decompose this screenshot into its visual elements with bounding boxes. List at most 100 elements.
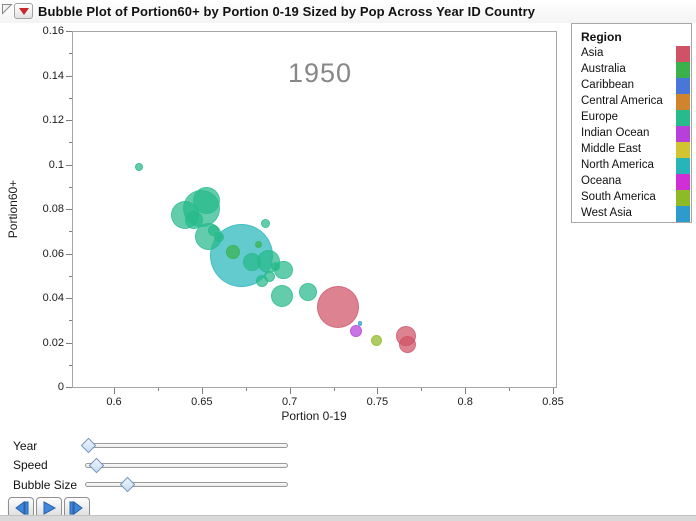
step-forward-icon [69,501,83,515]
legend-item[interactable]: Oceana [572,174,691,190]
bubble-asia[interactable] [398,336,416,353]
legend-item-label: Australia [581,63,626,75]
legend-color-swatch [676,46,690,62]
y-axis-tick [66,298,72,299]
step-back-icon [15,501,29,515]
play-icon [43,501,57,515]
bubble-europe[interactable] [208,225,220,237]
legend-item[interactable]: Indian Ocean [572,126,691,142]
x-axis-tick-label: 0.6 [106,396,122,408]
y-axis-tick [66,387,72,388]
y-axis-tick [66,75,72,77]
bubble-plot-area[interactable] [72,31,557,388]
y-axis-tick [66,120,72,121]
x-axis-tick-label: 0.85 [542,396,564,408]
x-axis-minor-tick [157,388,159,391]
x-axis-minor-tick [509,388,511,391]
legend-item-label: Indian Ocean [581,127,650,139]
bubble-europe[interactable] [264,271,276,283]
legend-color-swatch [676,190,690,206]
y-axis-tick [66,209,72,210]
legend-color-swatch [676,158,690,174]
x-axis-tick [465,388,467,394]
disclosure-triangle-icon[interactable] [1,3,13,15]
legend-item[interactable]: South America [572,190,691,206]
legend-item[interactable]: North America [572,158,691,174]
speed-slider-thumb[interactable] [88,457,104,474]
legend-item[interactable]: West Asia [572,206,691,222]
year-slider-thumb[interactable] [80,437,97,454]
year-slider[interactable] [80,437,288,454]
legend-item[interactable]: Australia [572,62,691,78]
legend-color-swatch [676,206,690,222]
legend-item[interactable]: Caribbean [572,78,691,94]
bubble-asia[interactable] [317,285,360,328]
y-axis-tick-label: 0.1 [48,158,64,171]
y-axis-minor-tick [69,320,72,322]
y-axis-minor-tick [69,186,72,188]
bubble-europe[interactable] [185,210,204,229]
legend-color-swatch [676,62,690,78]
legend-item-label: Middle East [581,143,642,155]
legend-color-swatch [676,174,690,190]
y-axis-tick [66,31,72,32]
bubble-south-america[interactable] [371,334,383,346]
page-title: Bubble Plot of Portion60+ by Portion 0-1… [38,4,536,19]
legend-item[interactable]: Asia [572,46,691,62]
x-axis-tick [289,388,291,394]
y-axis-minor-tick [69,97,72,99]
y-axis-tick [66,253,72,255]
x-axis-tick-label: 0.65 [191,396,213,408]
y-axis-tick-label: 0 [57,381,64,393]
legend-item-label: Europe [581,111,619,123]
bubble-size-slider[interactable] [85,476,288,493]
x-axis-tick [377,388,379,394]
bubble-europe[interactable] [271,262,281,272]
window-bottom-edge [0,515,696,521]
bubble-europe[interactable] [193,186,221,214]
bubble-europe[interactable] [260,218,270,228]
bubble-indian-ocean[interactable] [349,324,362,337]
y-axis-minor-tick [69,142,72,144]
speed-slider[interactable] [85,457,288,474]
legend-color-swatch [676,78,690,94]
bubble-europe[interactable] [134,162,143,171]
y-axis-tick [66,164,72,166]
red-triangle-menu-button[interactable] [14,3,33,19]
y-axis-minor-tick [69,53,72,55]
legend-item[interactable]: Central America [572,94,691,110]
bubble-west-asia[interactable] [357,321,363,326]
legend-item[interactable]: Europe [572,110,691,126]
x-axis-title: Portion 0-19 [281,409,347,423]
y-axis-tick [66,342,72,344]
legend-item-label: Central America [581,95,663,107]
bubble-australia[interactable] [254,240,262,248]
bubble-europe[interactable] [243,252,262,271]
red-triangle-icon [18,8,29,15]
y-axis-tick-label: 0.12 [42,114,64,126]
bubble-europe[interactable] [270,284,293,307]
speed-slider-label: Speed [13,458,48,472]
bubble-size-slider-thumb[interactable] [119,476,136,493]
year-annotation: 1950 [287,58,353,88]
x-axis-minor-tick [333,388,335,391]
step-forward-button[interactable] [64,497,90,519]
legend-item-label: Asia [581,47,604,59]
bubble-europe[interactable] [214,232,224,243]
legend-item[interactable]: Middle East [572,142,691,158]
bubble-europe[interactable] [299,282,318,301]
y-axis-tick-label: 0.08 [42,203,64,215]
bubble-australia[interactable] [226,244,241,259]
x-axis-tick-label: 0.75 [366,396,389,408]
legend-color-swatch [676,126,690,142]
step-back-button[interactable] [8,497,34,519]
y-axis-tick-label: 0.02 [42,336,64,349]
x-axis-minor-tick [245,388,247,391]
y-axis-tick-label: 0.14 [42,69,64,82]
region-legend: Region Asia Australia Caribbean Central Ame… [571,23,692,223]
legend-item-label: South America [581,191,656,203]
legend-item-label: Caribbean [581,79,635,91]
x-axis-tick [553,388,554,394]
legend-title: Region [581,30,622,44]
y-axis-tick-label: 0.16 [42,25,64,37]
